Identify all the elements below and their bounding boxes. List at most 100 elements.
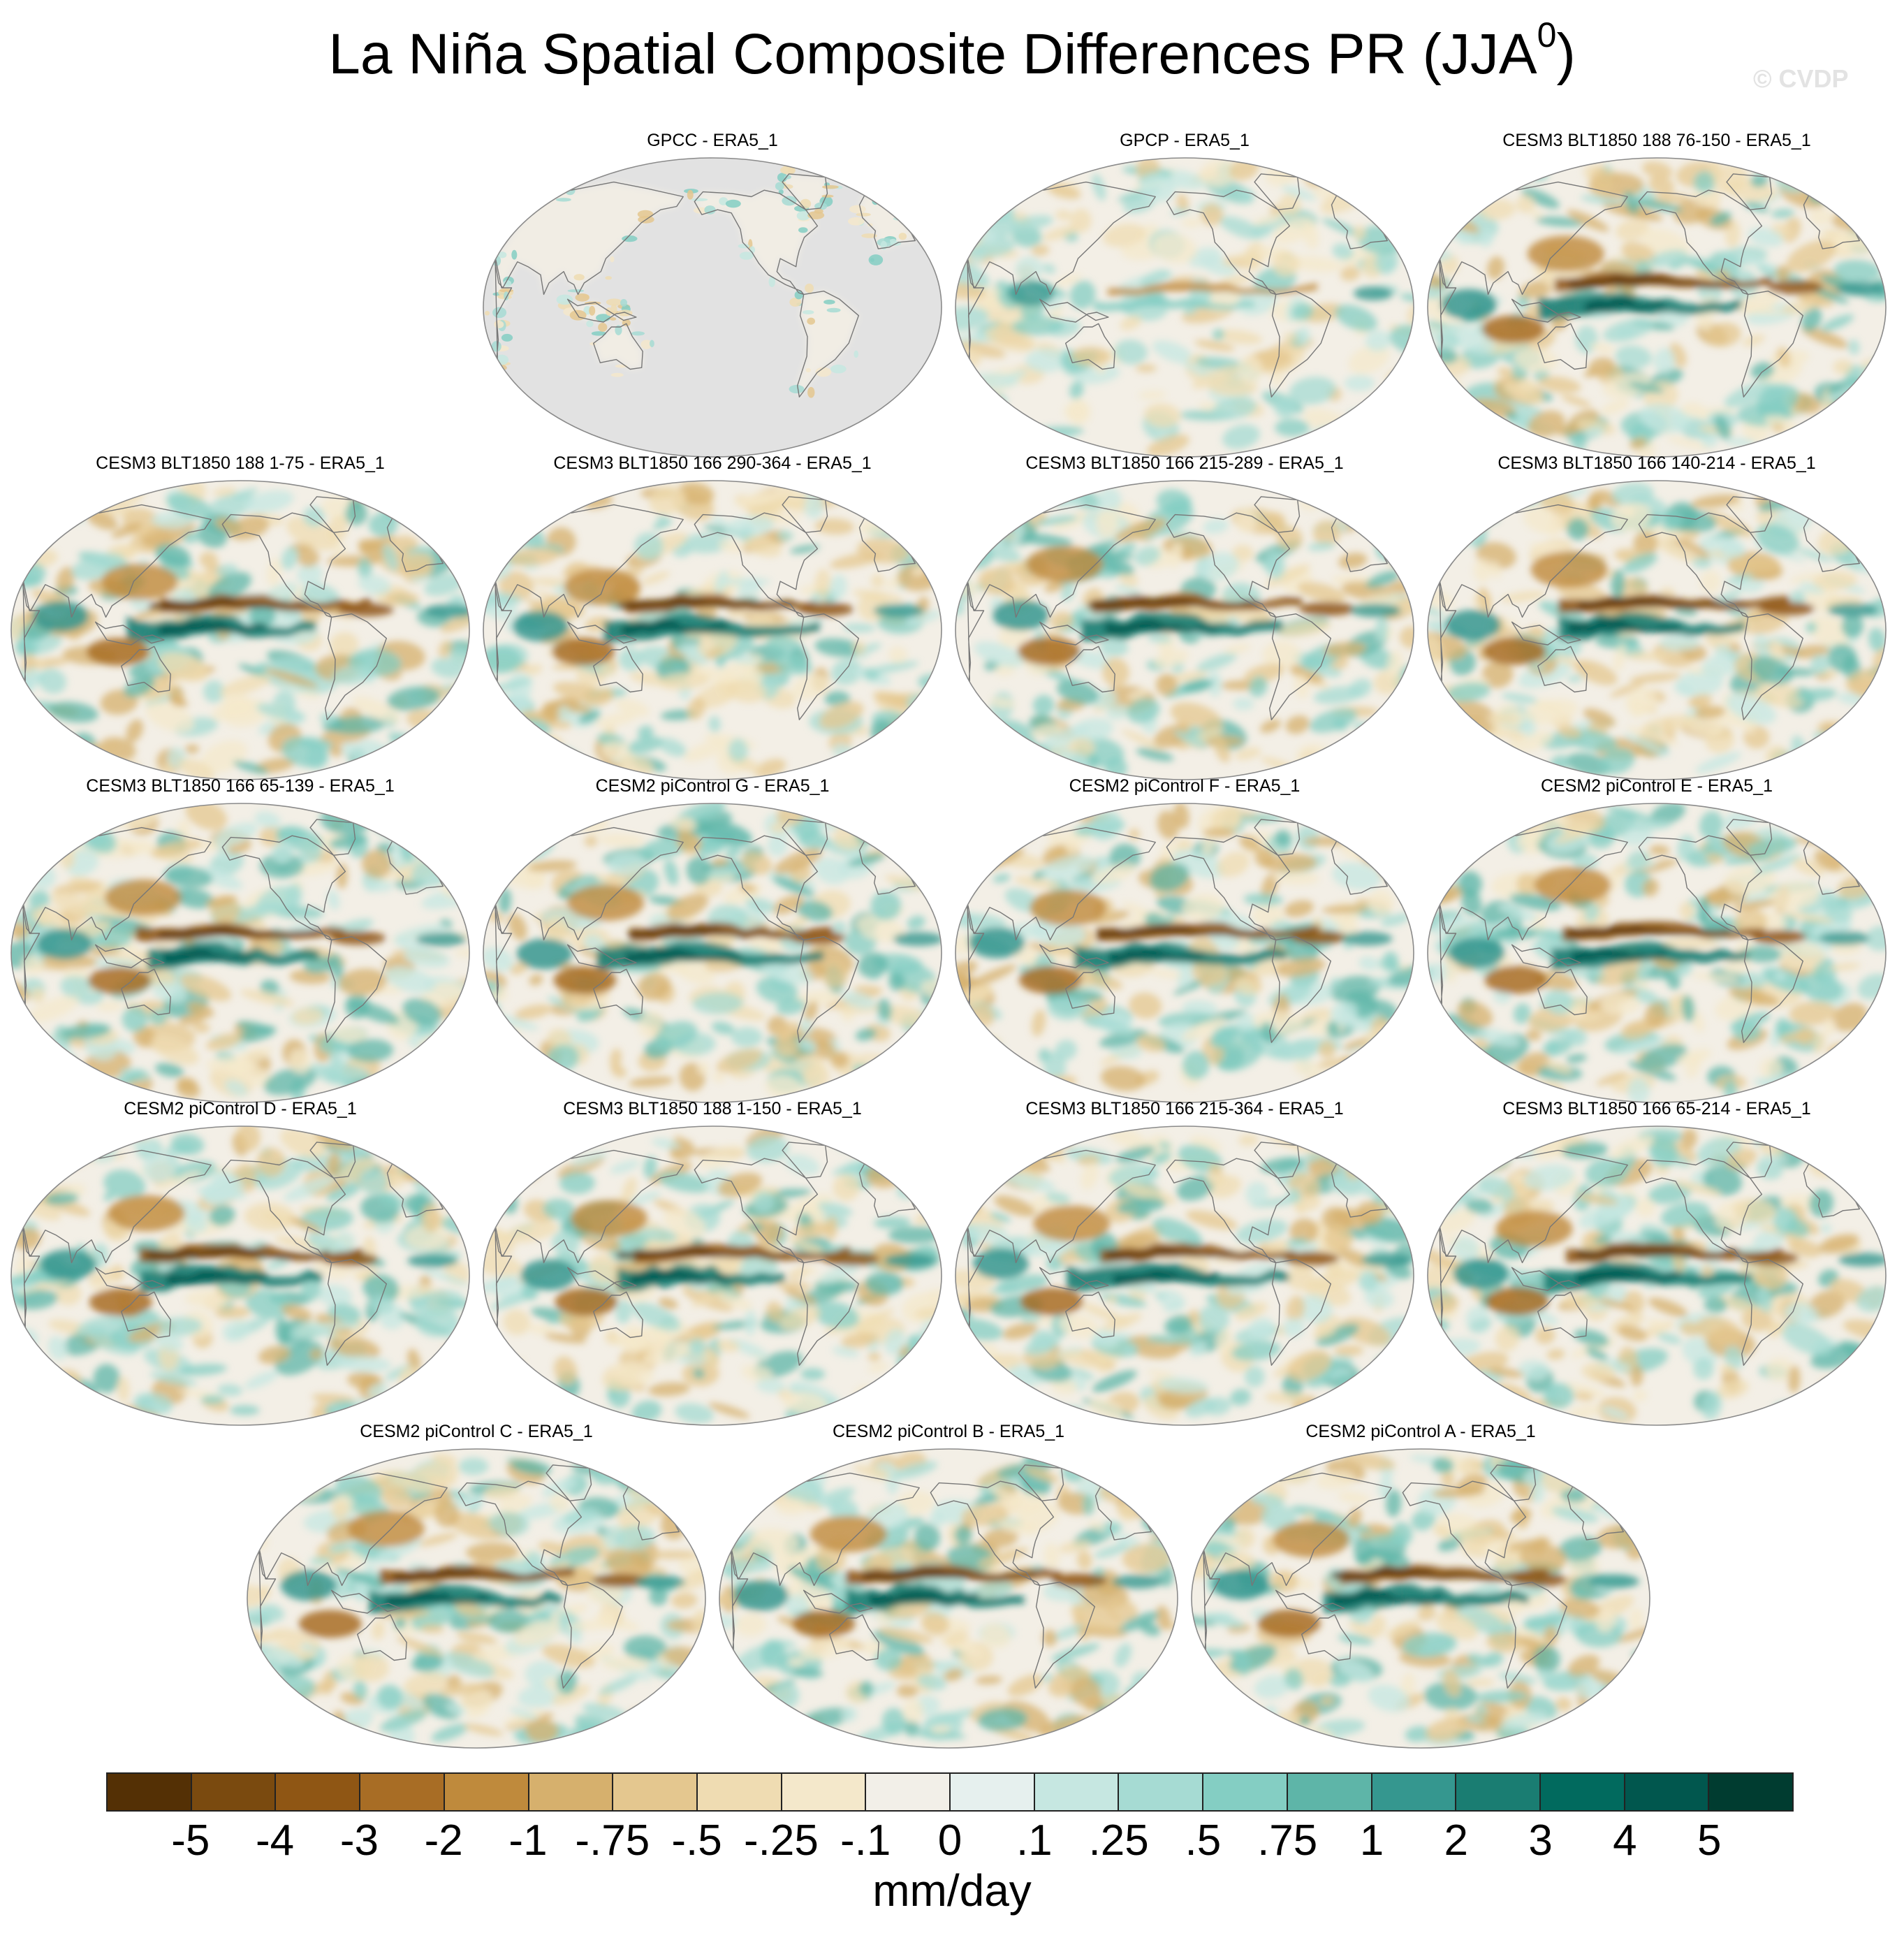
precip-difference-map: [483, 480, 942, 780]
precip-difference-map: [955, 480, 1414, 780]
coastlines: [730, 1464, 1152, 1689]
globe-outline: [1427, 157, 1887, 458]
panel-title: CESM3 BLT1850 188 1-150 - ERA5_1: [563, 1099, 862, 1119]
figure-title: La Niña Spatial Composite Differences PR…: [328, 15, 1576, 86]
coastlines: [22, 496, 444, 720]
colorbar-tick-label: -2: [424, 1816, 463, 1865]
globe-outline: [1427, 803, 1887, 1103]
colorbar-swatch: [1034, 1774, 1120, 1810]
map-panel: CESM3 BLT1850 188 76-150 - ERA5_1: [1426, 130, 1887, 458]
coastlines: [1438, 819, 1860, 1043]
precip-difference-map: [1191, 1448, 1650, 1749]
precip-difference-map: [1427, 157, 1887, 458]
globe-outline: [955, 157, 1414, 458]
colorbar-swatch: [1203, 1774, 1288, 1810]
precip-difference-map: [10, 1125, 470, 1426]
map-panel: CESM2 piControl B - ERA5_1: [718, 1421, 1179, 1749]
colorbar-tick-label: -4: [256, 1816, 295, 1865]
precip-difference-map: [247, 1448, 706, 1749]
precip-difference-map: [483, 1125, 942, 1426]
panel-title: CESM3 BLT1850 166 290-364 - ERA5_1: [553, 453, 872, 473]
panel-title: CESM3 BLT1850 188 1-75 - ERA5_1: [96, 453, 385, 473]
colorbar-tick-label: 3: [1528, 1816, 1553, 1865]
globe-outline: [1191, 1448, 1650, 1749]
map-panel: CESM2 piControl A - ERA5_1: [1190, 1421, 1651, 1749]
colorbar-tick-label: -1: [508, 1816, 548, 1865]
panel-title: CESM2 piControl C - ERA5_1: [360, 1422, 593, 1441]
precip-difference-map: [955, 803, 1414, 1103]
coastlines: [966, 173, 1388, 398]
colorbar-units: mm/day: [872, 1865, 1032, 1916]
precip-difference-map: [955, 1125, 1414, 1426]
colorbar-tick-label: .5: [1185, 1816, 1222, 1865]
precip-difference-map: [719, 1448, 1178, 1749]
panel-title: CESM2 piControl G - ERA5_1: [595, 776, 830, 796]
map-panel: CESM3 BLT1850 166 140-214 - ERA5_1: [1426, 453, 1887, 780]
globe-outline: [1427, 1125, 1887, 1426]
colorbar-swatch: [276, 1774, 361, 1810]
panel-title: CESM3 BLT1850 166 65-214 - ERA5_1: [1502, 1099, 1811, 1119]
colorbar-tick-label: .25: [1088, 1816, 1149, 1865]
panel-title: CESM2 piControl B - ERA5_1: [832, 1422, 1065, 1441]
colorbar-swatch: [613, 1774, 698, 1810]
map-panel: CESM3 BLT1850 188 1-75 - ERA5_1: [10, 453, 471, 780]
colorbar-swatch: [866, 1774, 951, 1810]
precip-difference-map: [10, 803, 470, 1103]
panel-title: CESM3 BLT1850 166 140-214 - ERA5_1: [1497, 453, 1816, 473]
colorbar-tick-label: -.5: [671, 1816, 722, 1865]
globe-outline: [1427, 480, 1887, 780]
precip-difference-map: [10, 480, 470, 780]
colorbar-swatch: [782, 1774, 867, 1810]
coastlines: [1438, 496, 1860, 720]
precip-difference-map: [955, 157, 1414, 458]
colorbar-swatch: [1625, 1774, 1710, 1810]
colorbar-tick-label: 2: [1444, 1816, 1469, 1865]
panel-title: CESM2 piControl F - ERA5_1: [1069, 776, 1301, 796]
globe-outline: [483, 1125, 942, 1426]
globe-outline: [10, 803, 470, 1103]
colorbar-swatch: [1709, 1774, 1793, 1810]
precip-difference-map: [1427, 803, 1887, 1103]
globe-outline: [955, 480, 1414, 780]
globe-outline: [483, 157, 942, 458]
colorbar-swatch: [444, 1774, 529, 1810]
colorbar-tick-label: -3: [339, 1816, 379, 1865]
coastlines: [1438, 1142, 1860, 1366]
globe-outline: [719, 1448, 1178, 1749]
precip-difference-map: [1427, 480, 1887, 780]
colorbar-swatch: [1540, 1774, 1625, 1810]
map-panel: CESM3 BLT1850 166 215-364 - ERA5_1: [954, 1098, 1415, 1426]
map-panel: CESM3 BLT1850 166 65-214 - ERA5_1: [1426, 1098, 1887, 1426]
coastlines: [966, 1142, 1388, 1366]
coastlines: [22, 819, 444, 1043]
panel-title: CESM2 piControl E - ERA5_1: [1540, 776, 1773, 796]
map-panel: GPCC - ERA5_1: [482, 130, 943, 458]
precip-difference-map: [483, 157, 942, 458]
map-panel: CESM2 piControl G - ERA5_1: [482, 775, 943, 1103]
precip-difference-map: [1427, 1125, 1887, 1426]
map-panel: CESM3 BLT1850 166 290-364 - ERA5_1: [482, 453, 943, 780]
globe-outline: [955, 1125, 1414, 1426]
panel-title: CESM3 BLT1850 166 215-364 - ERA5_1: [1025, 1099, 1344, 1119]
colorbar-tick-label: -.75: [575, 1816, 650, 1865]
globe-outline: [10, 1125, 470, 1426]
colorbar-tick-label: 4: [1613, 1816, 1637, 1865]
map-panel: CESM3 BLT1850 188 1-150 - ERA5_1: [482, 1098, 943, 1426]
colorbar-tick-label: -5: [171, 1816, 210, 1865]
colorbar-swatch: [529, 1774, 614, 1810]
panel-title: CESM3 BLT1850 188 76-150 - ERA5_1: [1502, 131, 1811, 150]
map-panel: CESM2 piControl C - ERA5_1: [246, 1421, 707, 1749]
colorbar-tick-label: -.25: [743, 1816, 819, 1865]
panel-title: CESM2 piControl D - ERA5_1: [124, 1099, 357, 1119]
panel-title: CESM3 BLT1850 166 215-289 - ERA5_1: [1025, 453, 1344, 473]
colorbar-tick-label: -.1: [840, 1816, 891, 1865]
colorbar-tick-label: 0: [937, 1816, 962, 1865]
panel-title: CESM3 BLT1850 166 65-139 - ERA5_1: [86, 776, 395, 796]
colorbar-tick-labels: -5 -4 -3 -2 -1 -.75 -.5 -.25 -.1 0 .1 .25 .5 .75 1 2 3 4 5: [0, 1816, 1904, 1865]
map-panel: CESM3 BLT1850 166 215-289 - ERA5_1: [954, 453, 1415, 780]
map-panel: CESM3 BLT1850 166 65-139 - ERA5_1: [10, 775, 471, 1103]
colorbar-tick-label: 5: [1697, 1816, 1722, 1865]
panel-title: GPCP - ERA5_1: [1120, 131, 1250, 150]
globe-outline: [483, 803, 942, 1103]
map-panel: CESM2 piControl F - ERA5_1: [954, 775, 1415, 1103]
